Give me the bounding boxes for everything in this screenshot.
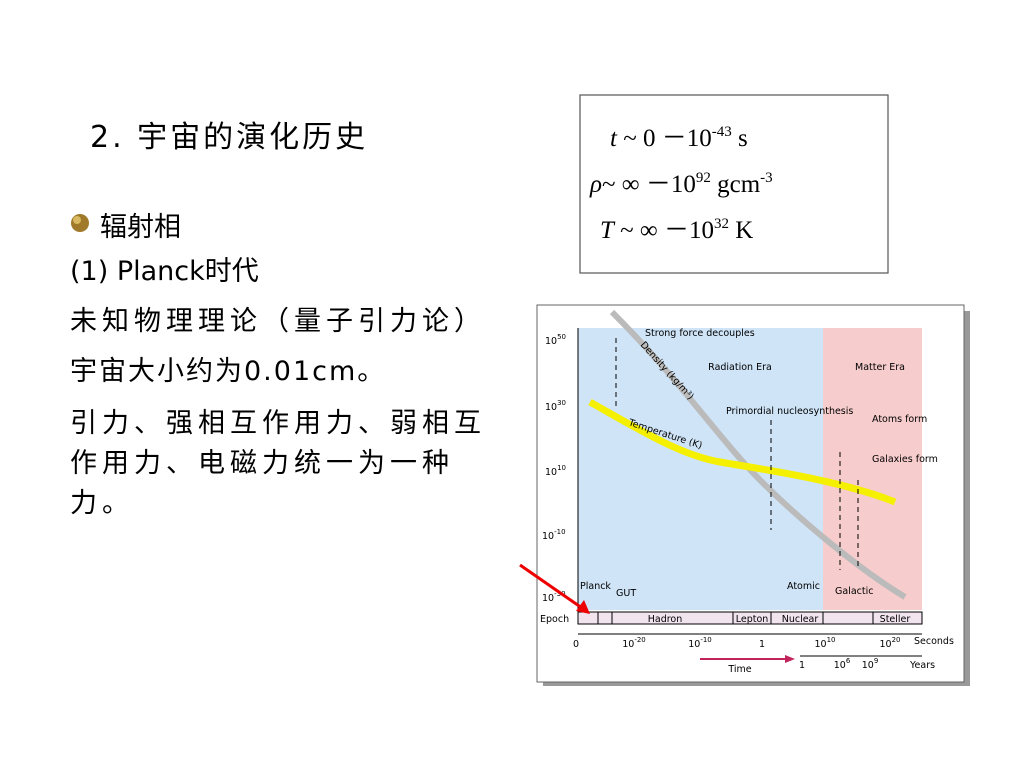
text-part: 6 [846,657,851,665]
bullet-icon-shine [73,216,81,224]
epoch: Steller [880,614,911,625]
text-part: -3 [760,170,773,186]
text-part: -43 [712,124,732,140]
annotation: Planck [580,581,611,592]
annotation: Galactic [835,586,873,597]
text-part: 10 [557,464,566,472]
seconds-unit: Seconds [914,636,954,647]
seconds-label: 0 [573,639,579,650]
annotation: Galaxies form [872,454,938,465]
epoch: Nuclear [782,614,819,625]
formula-line: ρ~ ∞ －1092 gcm-3 [589,170,773,198]
annotation: Primordial nucleosynthesis [726,406,853,417]
pointer-arrowhead [576,600,590,614]
paragraph: 引力、强相互作用力、弱相互作用力、电磁力统一为一种力。 [70,408,486,519]
epoch: Lepton [736,614,769,625]
text-part: 92 [696,170,711,186]
text-part: 50 [557,333,566,341]
bullet-text: 辐射相 [100,212,181,243]
seconds-label: 10-20 [622,636,646,650]
text-part: -20 [634,636,645,644]
y-label: 1010 [545,464,566,478]
paragraph: (1) Planck时代 [70,256,259,287]
seconds-label: 1010 [814,636,835,650]
paragraph: 未知物理理论（量子引力论） [70,306,486,337]
paragraph: 宇宙大小约为0.01cm。 [70,356,387,387]
bullet-icon [71,214,89,232]
seconds-label: 1 [759,639,765,650]
text-part: 10 [545,467,557,478]
text-part: -10 [554,528,565,536]
formula-line: T ~ ∞ －1032 K [600,216,753,244]
y-label: 10-10 [542,528,566,542]
era: Radiation Era [708,362,772,373]
text-part: 1 [759,639,765,650]
text-part: T [600,217,616,244]
text-part: 10 [622,639,634,650]
epoch: Hadron [648,614,683,625]
seconds-label: 1020 [879,636,900,650]
annotation: Atoms form [872,414,927,425]
text-part: ~ ∞ －10 [614,217,714,244]
text-part: 10 [542,531,554,542]
epoch-label: Epoch [540,614,569,625]
seconds-label: 10-10 [688,636,712,650]
y-label: 1030 [545,399,566,413]
text-part: K [729,217,753,244]
annotation: Atomic [787,581,820,592]
text-part: t [610,125,618,152]
title: 2. 宇宙的演化历史 [90,120,369,155]
years-unit: Years [909,660,935,671]
text-part: 10 [545,402,557,413]
text-part: 10 [834,660,846,671]
text-part: 10 [827,636,836,644]
text-part: 1 [799,660,805,671]
text-part: 10 [542,593,554,604]
years-label: 106 [834,657,851,671]
text-part: 32 [714,216,729,232]
text-part: 0 [573,639,579,650]
text-part: -10 [700,636,711,644]
text-part: 10 [862,660,874,671]
annotation: Strong force decouples [645,328,755,339]
time-label: Time [727,664,751,675]
formula-box [579,94,889,274]
era: Matter Era [855,362,905,373]
text-part: 10 [879,639,891,650]
text-part: ~ ∞ －10 [602,171,696,198]
text-part: 10 [814,639,826,650]
text-part: 10 [688,639,700,650]
y-label: 1050 [545,333,566,347]
years-label: 1 [799,660,805,671]
text-part: ~ 0 －10 [617,125,712,152]
text-part: 20 [892,636,901,644]
text-part: ρ [589,171,602,198]
text-part: s [732,125,748,152]
figure: 1050 1030 1010 10-10 10-30 Radiation Era… [536,304,970,686]
years-label: 109 [862,657,879,671]
pointer-arrow [519,563,583,610]
text-part: 9 [874,657,878,665]
text-part: 30 [557,399,566,407]
formula-line: t ~ 0 －10-43 s [610,124,748,152]
text-part: 10 [545,336,557,347]
annotation: GUT [616,588,636,599]
text-part: gcm [711,171,761,198]
